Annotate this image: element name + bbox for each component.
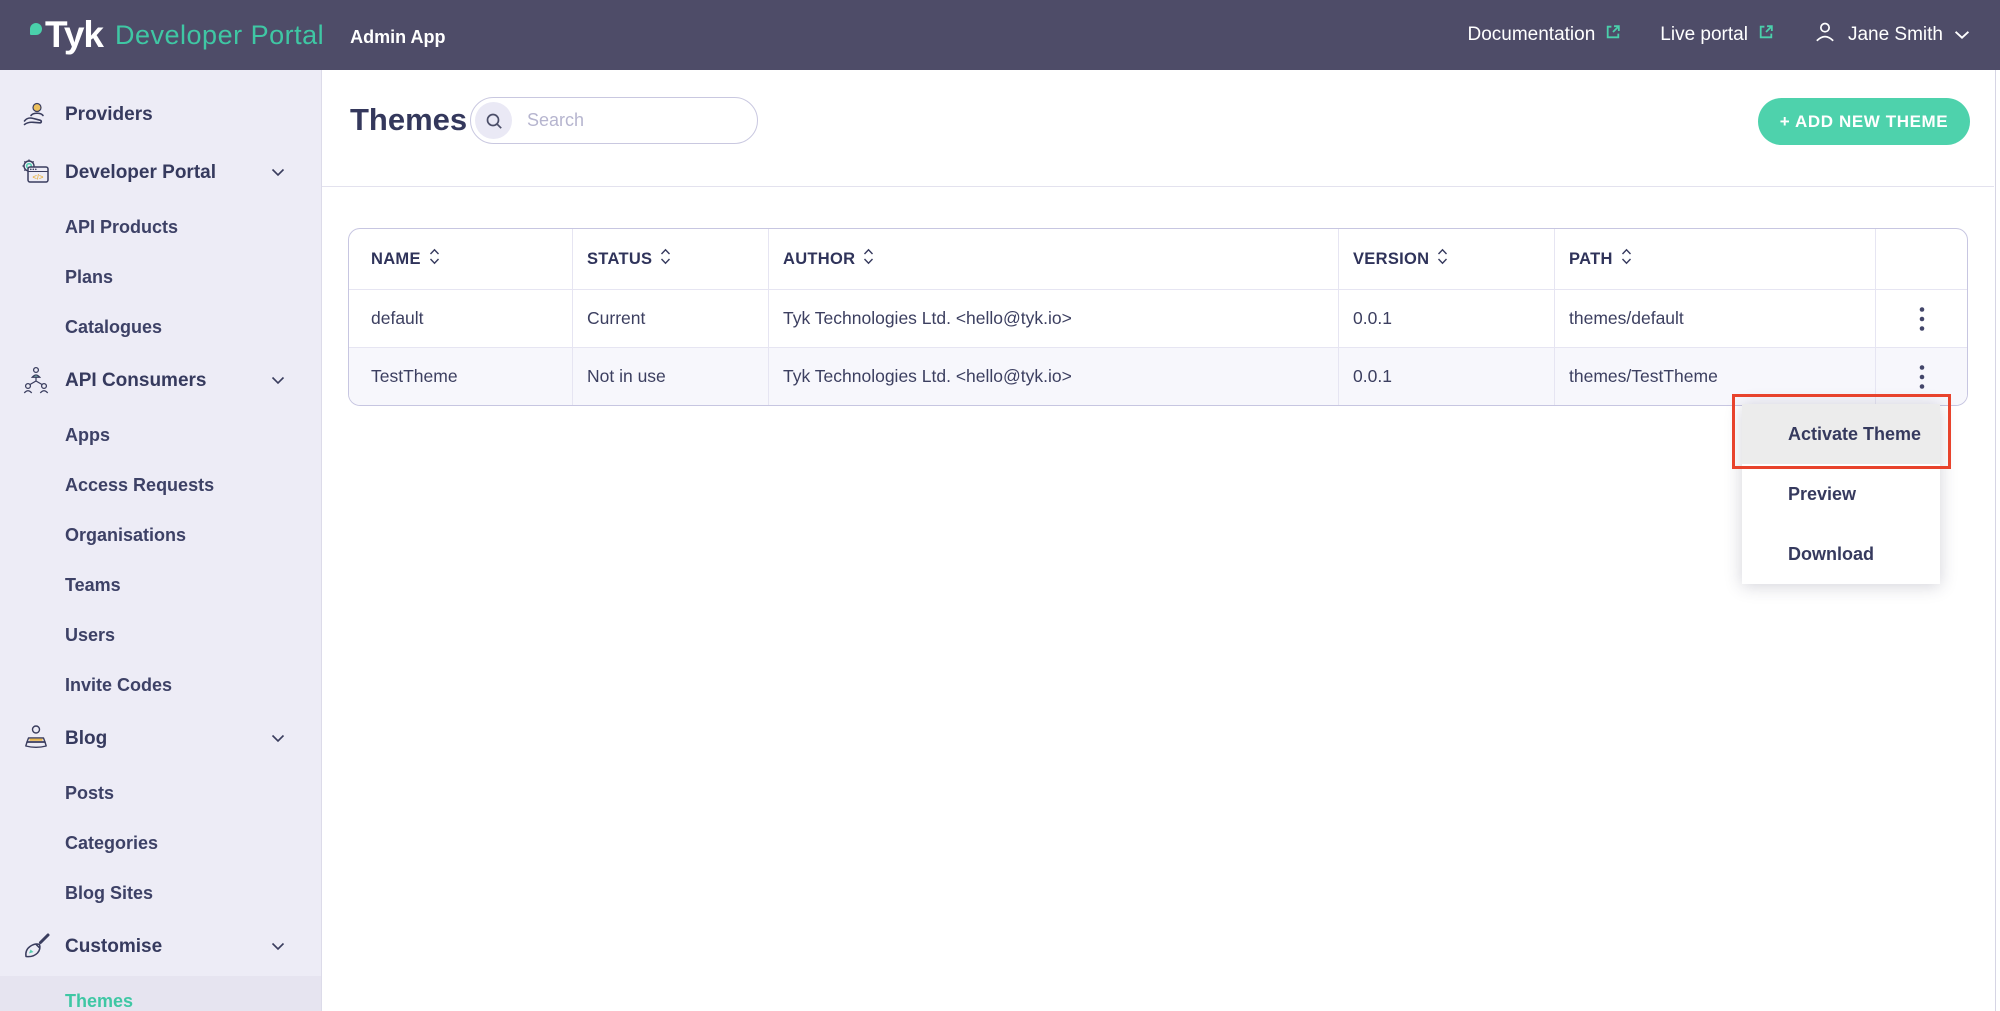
column-header-path[interactable]: PATH bbox=[1555, 229, 1876, 289]
sidebar-item-categories[interactable]: Categories bbox=[65, 832, 159, 853]
sidebar-label: API Consumers bbox=[65, 370, 207, 391]
sidebar-item-api-consumers[interactable]: API Consumers bbox=[0, 352, 321, 410]
sidebar-item-apps[interactable]: Apps bbox=[65, 424, 110, 445]
sidebar-item-posts[interactable]: Posts bbox=[65, 782, 115, 803]
row-context-menu: Activate Theme Preview Download bbox=[1742, 404, 1940, 584]
sort-icon[interactable] bbox=[863, 248, 874, 270]
sidebar-item-providers[interactable]: Providers bbox=[0, 86, 321, 144]
column-header-name[interactable]: NAME bbox=[349, 229, 573, 289]
customise-icon bbox=[18, 932, 54, 962]
sidebar-label: Providers bbox=[65, 104, 153, 125]
cell-name: TestTheme bbox=[349, 348, 573, 405]
sidebar-label: Customise bbox=[65, 936, 163, 957]
chevron-down-icon bbox=[271, 164, 285, 182]
sort-icon[interactable] bbox=[660, 248, 671, 270]
sidebar-item-organisations[interactable]: Organisations bbox=[65, 524, 187, 545]
brand-text: Tyk bbox=[45, 14, 104, 55]
external-link-icon bbox=[1757, 23, 1775, 47]
row-actions-kebab-icon[interactable] bbox=[1901, 356, 1943, 398]
row-actions-kebab-icon[interactable] bbox=[1901, 298, 1943, 340]
sidebar-item-catalogues[interactable]: Catalogues bbox=[65, 316, 163, 337]
cell-path: themes/default bbox=[1555, 290, 1876, 347]
scrollbar-track[interactable] bbox=[1995, 70, 1996, 1011]
sidebar-label: Developer Portal bbox=[65, 162, 216, 183]
product-name: Developer Portal bbox=[115, 19, 325, 50]
tyk-leaf-icon bbox=[30, 23, 42, 35]
column-header-version[interactable]: VERSION bbox=[1339, 229, 1555, 289]
sidebar-item-plans[interactable]: Plans bbox=[65, 266, 114, 287]
documentation-link-label: Documentation bbox=[1467, 24, 1596, 45]
api-consumers-icon bbox=[18, 365, 54, 397]
header-divider bbox=[322, 186, 1994, 187]
developer-portal-icon: </> bbox=[18, 157, 54, 189]
sidebar-item-themes[interactable]: Themes bbox=[0, 976, 321, 1011]
svg-text:</>: </> bbox=[33, 173, 44, 182]
sidebar-item-blog-sites[interactable]: Blog Sites bbox=[65, 882, 154, 903]
sidebar-item-customise[interactable]: Customise bbox=[0, 918, 321, 976]
column-header-actions bbox=[1876, 229, 1967, 289]
chevron-down-icon bbox=[271, 938, 285, 956]
cell-path: themes/TestTheme bbox=[1555, 348, 1876, 405]
user-name: Jane Smith bbox=[1847, 24, 1943, 45]
sidebar-item-developer-portal[interactable]: </> Developer Portal bbox=[0, 144, 321, 202]
search-icon bbox=[475, 102, 512, 139]
table-row: TestTheme Not in use Tyk Technologies Lt… bbox=[349, 348, 1967, 405]
sidebar-item-access-requests[interactable]: Access Requests bbox=[65, 474, 215, 495]
tyk-logo[interactable]: Tyk Developer Portal bbox=[30, 14, 324, 56]
menu-item-preview[interactable]: Preview bbox=[1788, 483, 1857, 504]
cell-actions bbox=[1876, 290, 1967, 347]
table-header-row: NAME STATUS AUTHOR VERSION PATH bbox=[349, 229, 1967, 290]
sidebar-item-invite-codes[interactable]: Invite Codes bbox=[65, 674, 173, 695]
sidebar-item-teams[interactable]: Teams bbox=[65, 574, 121, 595]
sidebar-item-users[interactable]: Users bbox=[65, 624, 116, 645]
themes-table: NAME STATUS AUTHOR VERSION PATH bbox=[348, 228, 1968, 406]
admin-app-label: Admin App bbox=[350, 26, 446, 47]
live-portal-link-label: Live portal bbox=[1660, 24, 1748, 45]
menu-item-activate-theme[interactable]: Activate Theme bbox=[1742, 404, 1940, 464]
sidebar-label: Blog bbox=[65, 728, 108, 749]
cell-author: Tyk Technologies Ltd. <hello@tyk.io> bbox=[769, 290, 1339, 347]
page-title: Themes bbox=[350, 102, 468, 137]
sort-icon[interactable] bbox=[1437, 248, 1448, 270]
user-menu[interactable]: Jane Smith bbox=[1813, 20, 1970, 50]
tyk-wordmark: Tyk bbox=[30, 14, 104, 56]
cell-author: Tyk Technologies Ltd. <hello@tyk.io> bbox=[769, 348, 1339, 405]
main-content: Themes + ADD NEW THEME NAME STATUS bbox=[322, 70, 2000, 1011]
menu-item-download[interactable]: Download bbox=[1788, 543, 1874, 564]
sidebar: Providers </> Developer Portal API Produ… bbox=[0, 70, 322, 1011]
column-header-status[interactable]: STATUS bbox=[573, 229, 769, 289]
sort-icon[interactable] bbox=[429, 248, 440, 270]
cell-version: 0.0.1 bbox=[1339, 348, 1555, 405]
sidebar-item-api-products[interactable]: API Products bbox=[65, 216, 179, 237]
chevron-down-icon bbox=[1954, 24, 1970, 46]
sort-icon[interactable] bbox=[1621, 248, 1632, 270]
live-portal-link[interactable]: Live portal bbox=[1660, 23, 1775, 47]
search-input[interactable] bbox=[525, 109, 739, 132]
external-link-icon bbox=[1604, 23, 1622, 47]
cell-version: 0.0.1 bbox=[1339, 290, 1555, 347]
chevron-down-icon bbox=[271, 372, 285, 390]
user-icon bbox=[1813, 20, 1837, 50]
cell-status: Not in use bbox=[573, 348, 769, 405]
add-new-theme-button[interactable]: + ADD NEW THEME bbox=[1758, 98, 1970, 145]
sidebar-item-blog[interactable]: Blog bbox=[0, 710, 321, 768]
cell-status: Current bbox=[573, 290, 769, 347]
top-navbar: Tyk Developer Portal Admin App Documenta… bbox=[0, 0, 2000, 70]
providers-icon bbox=[18, 100, 54, 130]
chevron-down-icon bbox=[271, 730, 285, 748]
cell-actions bbox=[1876, 348, 1967, 405]
topbar-right-group: Documentation Live portal Jane Smith bbox=[1467, 20, 1970, 50]
column-header-author[interactable]: AUTHOR bbox=[769, 229, 1339, 289]
table-row: default Current Tyk Technologies Ltd. <h… bbox=[349, 290, 1967, 348]
cell-name: default bbox=[349, 290, 573, 347]
blog-icon bbox=[18, 723, 54, 755]
documentation-link[interactable]: Documentation bbox=[1467, 23, 1622, 47]
search-box bbox=[470, 97, 758, 144]
